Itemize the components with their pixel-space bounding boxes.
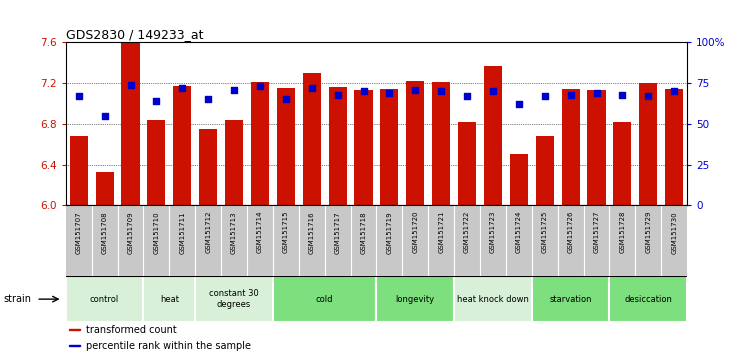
Bar bbox=[148, 120, 165, 205]
Bar bbox=[610, 276, 687, 322]
Text: GSM151719: GSM151719 bbox=[387, 211, 393, 253]
Text: constant 30
degrees: constant 30 degrees bbox=[209, 290, 259, 309]
Text: GSM151711: GSM151711 bbox=[179, 211, 185, 253]
Bar bbox=[454, 276, 532, 322]
Point bbox=[151, 98, 162, 104]
Bar bbox=[69, 345, 80, 346]
Bar bbox=[510, 154, 528, 205]
Text: GSM151722: GSM151722 bbox=[464, 211, 470, 253]
Text: strain: strain bbox=[4, 294, 31, 304]
Point bbox=[565, 92, 577, 97]
Point bbox=[487, 88, 499, 94]
Text: GSM151730: GSM151730 bbox=[671, 211, 677, 253]
Point bbox=[99, 113, 110, 119]
Point bbox=[616, 92, 628, 97]
Bar bbox=[69, 329, 80, 330]
Text: GSM151725: GSM151725 bbox=[542, 211, 548, 253]
Text: GSM151720: GSM151720 bbox=[412, 211, 418, 253]
Text: transformed count: transformed count bbox=[86, 325, 176, 335]
Text: desiccation: desiccation bbox=[624, 295, 673, 304]
Bar bbox=[328, 87, 346, 205]
Point bbox=[409, 87, 421, 92]
Text: GSM151713: GSM151713 bbox=[231, 211, 237, 253]
Bar bbox=[561, 89, 580, 205]
Text: GSM151729: GSM151729 bbox=[645, 211, 651, 253]
Bar bbox=[195, 276, 273, 322]
Bar bbox=[69, 136, 88, 205]
Point bbox=[306, 85, 317, 91]
Point bbox=[228, 87, 240, 92]
Point bbox=[332, 92, 344, 97]
Text: GSM151715: GSM151715 bbox=[283, 211, 289, 253]
Bar bbox=[639, 83, 657, 205]
Text: GSM151707: GSM151707 bbox=[76, 211, 82, 253]
Point bbox=[539, 93, 550, 99]
Bar bbox=[376, 276, 454, 322]
Bar bbox=[665, 89, 683, 205]
Text: GSM151710: GSM151710 bbox=[154, 211, 159, 253]
Bar bbox=[251, 82, 269, 205]
Text: GSM151724: GSM151724 bbox=[516, 211, 522, 253]
Text: GSM151723: GSM151723 bbox=[490, 211, 496, 253]
Bar bbox=[432, 82, 450, 205]
Point bbox=[513, 102, 525, 107]
Point bbox=[254, 84, 266, 89]
Bar bbox=[173, 86, 192, 205]
Point bbox=[357, 88, 369, 94]
Bar bbox=[96, 172, 114, 205]
Bar bbox=[199, 129, 217, 205]
Bar bbox=[143, 276, 195, 322]
Text: GSM151717: GSM151717 bbox=[335, 211, 341, 253]
Bar bbox=[536, 136, 554, 205]
Point bbox=[176, 85, 188, 91]
Text: GSM151727: GSM151727 bbox=[594, 211, 599, 253]
Bar bbox=[588, 90, 605, 205]
Text: cold: cold bbox=[316, 295, 333, 304]
Text: GSM151718: GSM151718 bbox=[360, 211, 366, 253]
Text: GSM151721: GSM151721 bbox=[438, 211, 444, 253]
Bar bbox=[484, 66, 502, 205]
Text: GSM151708: GSM151708 bbox=[102, 211, 107, 253]
Bar bbox=[355, 90, 373, 205]
Text: GSM151716: GSM151716 bbox=[308, 211, 315, 253]
Text: GSM151728: GSM151728 bbox=[619, 211, 626, 253]
Bar bbox=[458, 122, 476, 205]
Point bbox=[73, 93, 85, 99]
Text: GSM151709: GSM151709 bbox=[127, 211, 134, 253]
Point bbox=[384, 90, 395, 96]
Text: GSM151726: GSM151726 bbox=[568, 211, 574, 253]
Text: control: control bbox=[90, 295, 119, 304]
Text: starvation: starvation bbox=[550, 295, 592, 304]
Point bbox=[461, 93, 473, 99]
Bar bbox=[406, 81, 425, 205]
Point bbox=[591, 90, 602, 96]
Point bbox=[202, 97, 214, 102]
Bar bbox=[66, 276, 143, 322]
Bar bbox=[121, 42, 140, 205]
Text: longevity: longevity bbox=[395, 295, 435, 304]
Bar bbox=[273, 276, 376, 322]
Text: GSM151712: GSM151712 bbox=[205, 211, 211, 253]
Bar bbox=[303, 73, 321, 205]
Point bbox=[643, 93, 654, 99]
Text: GDS2830 / 149233_at: GDS2830 / 149233_at bbox=[66, 28, 203, 41]
Point bbox=[436, 88, 447, 94]
Bar bbox=[277, 88, 295, 205]
Text: GSM151714: GSM151714 bbox=[257, 211, 263, 253]
Point bbox=[125, 82, 137, 88]
Point bbox=[668, 88, 680, 94]
Text: heat: heat bbox=[160, 295, 179, 304]
Text: percentile rank within the sample: percentile rank within the sample bbox=[86, 341, 251, 351]
Bar bbox=[532, 276, 610, 322]
Bar bbox=[225, 120, 243, 205]
Bar bbox=[613, 122, 632, 205]
Bar bbox=[380, 89, 398, 205]
Point bbox=[280, 97, 292, 102]
Text: heat knock down: heat knock down bbox=[457, 295, 529, 304]
